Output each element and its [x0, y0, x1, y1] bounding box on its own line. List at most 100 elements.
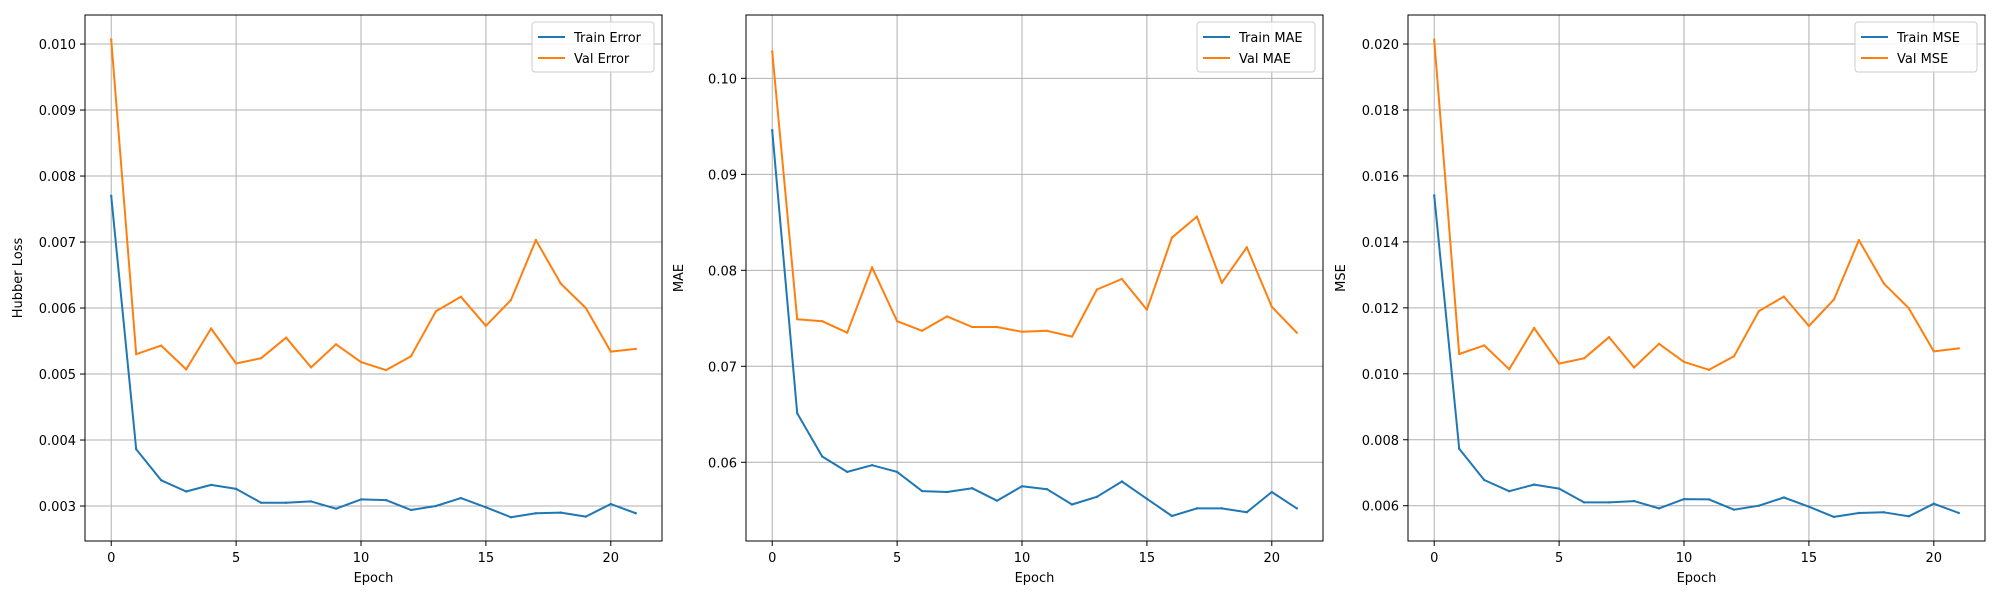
x-tick-label: 5 — [232, 551, 240, 566]
data-point — [184, 368, 188, 371]
x-tick-label: 20 — [1264, 551, 1281, 566]
data-point — [1657, 342, 1661, 345]
chart-panel-3: 0 5 10 15 20 0.006 0.008 0.010 0.012 0.014 0.016 0.… — [1334, 14, 1986, 586]
legend-box — [1854, 21, 1978, 73]
data-point — [634, 512, 637, 515]
legend-label: Train MSE — [1896, 31, 1960, 46]
data-point — [820, 455, 824, 458]
y-tick-label: 0.010 — [1362, 368, 1399, 383]
data-point — [484, 506, 488, 509]
data-point — [409, 508, 413, 512]
legend-label: Val MSE — [1897, 52, 1948, 67]
data-point — [1657, 507, 1661, 510]
data-point — [870, 463, 874, 467]
data-point — [359, 498, 363, 501]
data-point — [1582, 501, 1586, 504]
data-point — [559, 511, 563, 514]
legend: Train MSE Val MSE — [1854, 21, 1978, 73]
data-point — [359, 360, 363, 364]
chart-panel-1: 0 5 10 15 20 0.003 0.004 0.005 0.006 0.007 0.008 0.… — [11, 14, 663, 586]
axes-frame — [745, 14, 1324, 542]
data-point — [409, 355, 413, 358]
data-point — [584, 515, 588, 518]
data-point — [1120, 480, 1124, 483]
data-point — [634, 347, 637, 351]
data-point — [845, 470, 849, 474]
x-axis-label: Epoch — [1677, 571, 1717, 586]
data-point — [1507, 490, 1511, 493]
y-tick-label: 0.009 — [39, 104, 76, 119]
data-point — [1095, 495, 1099, 499]
x-tick-label: 10 — [1676, 551, 1693, 566]
data-point — [796, 318, 799, 321]
data-point — [334, 507, 338, 510]
data-point — [309, 366, 313, 369]
data-point — [1482, 344, 1486, 347]
series-line-train-mae — [771, 130, 1298, 517]
data-point — [284, 336, 288, 339]
data-point — [309, 500, 313, 503]
legend: Train Error Val Error — [531, 21, 655, 73]
data-point — [135, 353, 138, 356]
data-point — [920, 329, 924, 332]
data-point — [1932, 502, 1935, 505]
x-axis-label: Epoch — [1015, 571, 1055, 586]
data-point — [459, 496, 463, 500]
data-point — [1220, 281, 1224, 284]
data-point — [1270, 305, 1273, 308]
y-tick-label: 0.007 — [39, 236, 76, 251]
y-tick-label: 0.016 — [1362, 170, 1399, 185]
legend-box — [531, 21, 655, 73]
data-point — [945, 490, 949, 494]
legend-label: Train Error — [573, 31, 642, 46]
data-point — [820, 319, 824, 323]
data-point — [1270, 490, 1273, 494]
data-point — [1807, 505, 1811, 508]
data-point — [1782, 295, 1786, 298]
data-point — [1170, 236, 1174, 239]
data-point — [110, 38, 113, 41]
data-point — [509, 516, 513, 519]
data-point — [995, 499, 999, 502]
data-point — [334, 343, 338, 346]
data-point — [1045, 329, 1049, 332]
data-point — [895, 470, 899, 474]
data-point — [1857, 239, 1861, 242]
y-tick-label: 0.005 — [39, 368, 76, 383]
data-point — [434, 310, 438, 313]
data-point — [284, 501, 288, 504]
data-point — [1557, 362, 1561, 365]
y-tick-label: 0.006 — [39, 302, 76, 317]
data-point — [870, 266, 874, 269]
series-line-train-mse — [1433, 195, 1960, 518]
data-point — [259, 501, 263, 504]
data-point — [1507, 367, 1511, 371]
legend-label: Val MAE — [1239, 52, 1291, 67]
y-axis-label: Hubber Loss — [11, 238, 26, 319]
data-point — [1632, 366, 1636, 369]
data-point — [110, 194, 113, 198]
data-point — [895, 319, 899, 323]
series-line-train-error — [110, 195, 637, 519]
data-point — [1607, 501, 1611, 504]
data-point — [234, 362, 238, 365]
data-point — [1932, 350, 1935, 353]
x-tick-label: 15 — [1801, 551, 1818, 566]
data-point — [459, 295, 463, 299]
x-tick-label: 20 — [603, 551, 620, 566]
data-point — [1557, 487, 1561, 490]
legend-label: Train MAE — [1238, 31, 1303, 46]
data-point — [1732, 355, 1736, 358]
x-tick-label: 0 — [768, 551, 776, 566]
series-line-val-mae — [771, 51, 1298, 338]
data-point — [1957, 511, 1960, 515]
data-point — [534, 238, 538, 242]
legend-label: Val Error — [574, 52, 630, 67]
data-point — [384, 368, 388, 372]
x-tick-label: 0 — [1430, 551, 1438, 566]
y-tick-label: 0.012 — [1362, 302, 1399, 317]
data-point — [1433, 38, 1436, 41]
data-point — [1707, 368, 1711, 372]
y-tick-label: 0.10 — [708, 72, 737, 87]
